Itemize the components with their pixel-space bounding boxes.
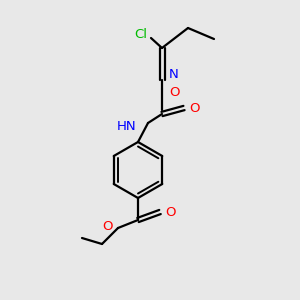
Text: O: O [169, 86, 179, 100]
Text: O: O [103, 220, 113, 232]
Text: N: N [169, 68, 179, 80]
Text: HN: HN [116, 121, 136, 134]
Text: Cl: Cl [134, 28, 148, 41]
Text: O: O [165, 206, 175, 218]
Text: O: O [189, 101, 200, 115]
